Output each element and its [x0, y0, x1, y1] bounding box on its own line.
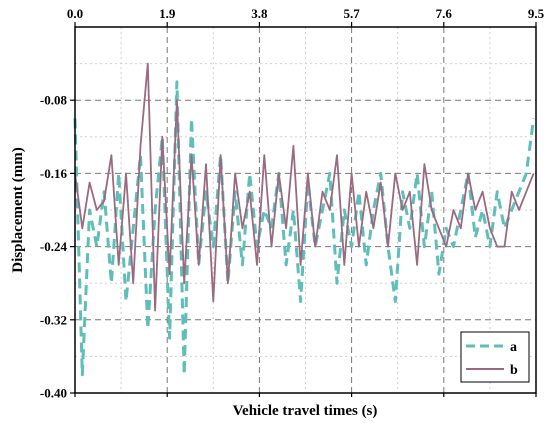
x-tick-label: 5.7 [343, 6, 360, 21]
y-axis-label: Displacement (mm) [10, 147, 26, 272]
legend-label-b: b [510, 363, 518, 378]
x-tick-label: 9.5 [528, 6, 545, 21]
series-line-a [73, 80, 536, 377]
x-tick-label: 3.8 [251, 6, 268, 21]
y-tick-label: -0.32 [40, 312, 67, 327]
x-axis-label: Vehicle travel times (s) [233, 403, 378, 419]
x-tick-label: 0.0 [67, 6, 83, 21]
major-grid [75, 27, 536, 393]
y-tick-label: -0.24 [40, 239, 68, 254]
legend: a b [460, 331, 530, 383]
series-layer [73, 62, 536, 377]
y-axis-ticks: -0.08 -0.16 -0.24 -0.32 -0.40 [40, 93, 75, 401]
y-tick-label: -0.40 [40, 386, 67, 401]
series-line-b [74, 62, 535, 312]
plot-frame [74, 26, 537, 394]
y-tick-label: -0.08 [40, 93, 68, 108]
legend-box [460, 331, 530, 383]
x-axis-ticks: 0.0 1.9 3.8 5.7 7.6 9.5 [67, 6, 545, 397]
x-tick-label: 1.9 [159, 6, 176, 21]
legend-label-a: a [510, 340, 517, 355]
x-tick-label: 7.6 [436, 6, 453, 21]
y-tick-label: -0.16 [40, 166, 68, 181]
